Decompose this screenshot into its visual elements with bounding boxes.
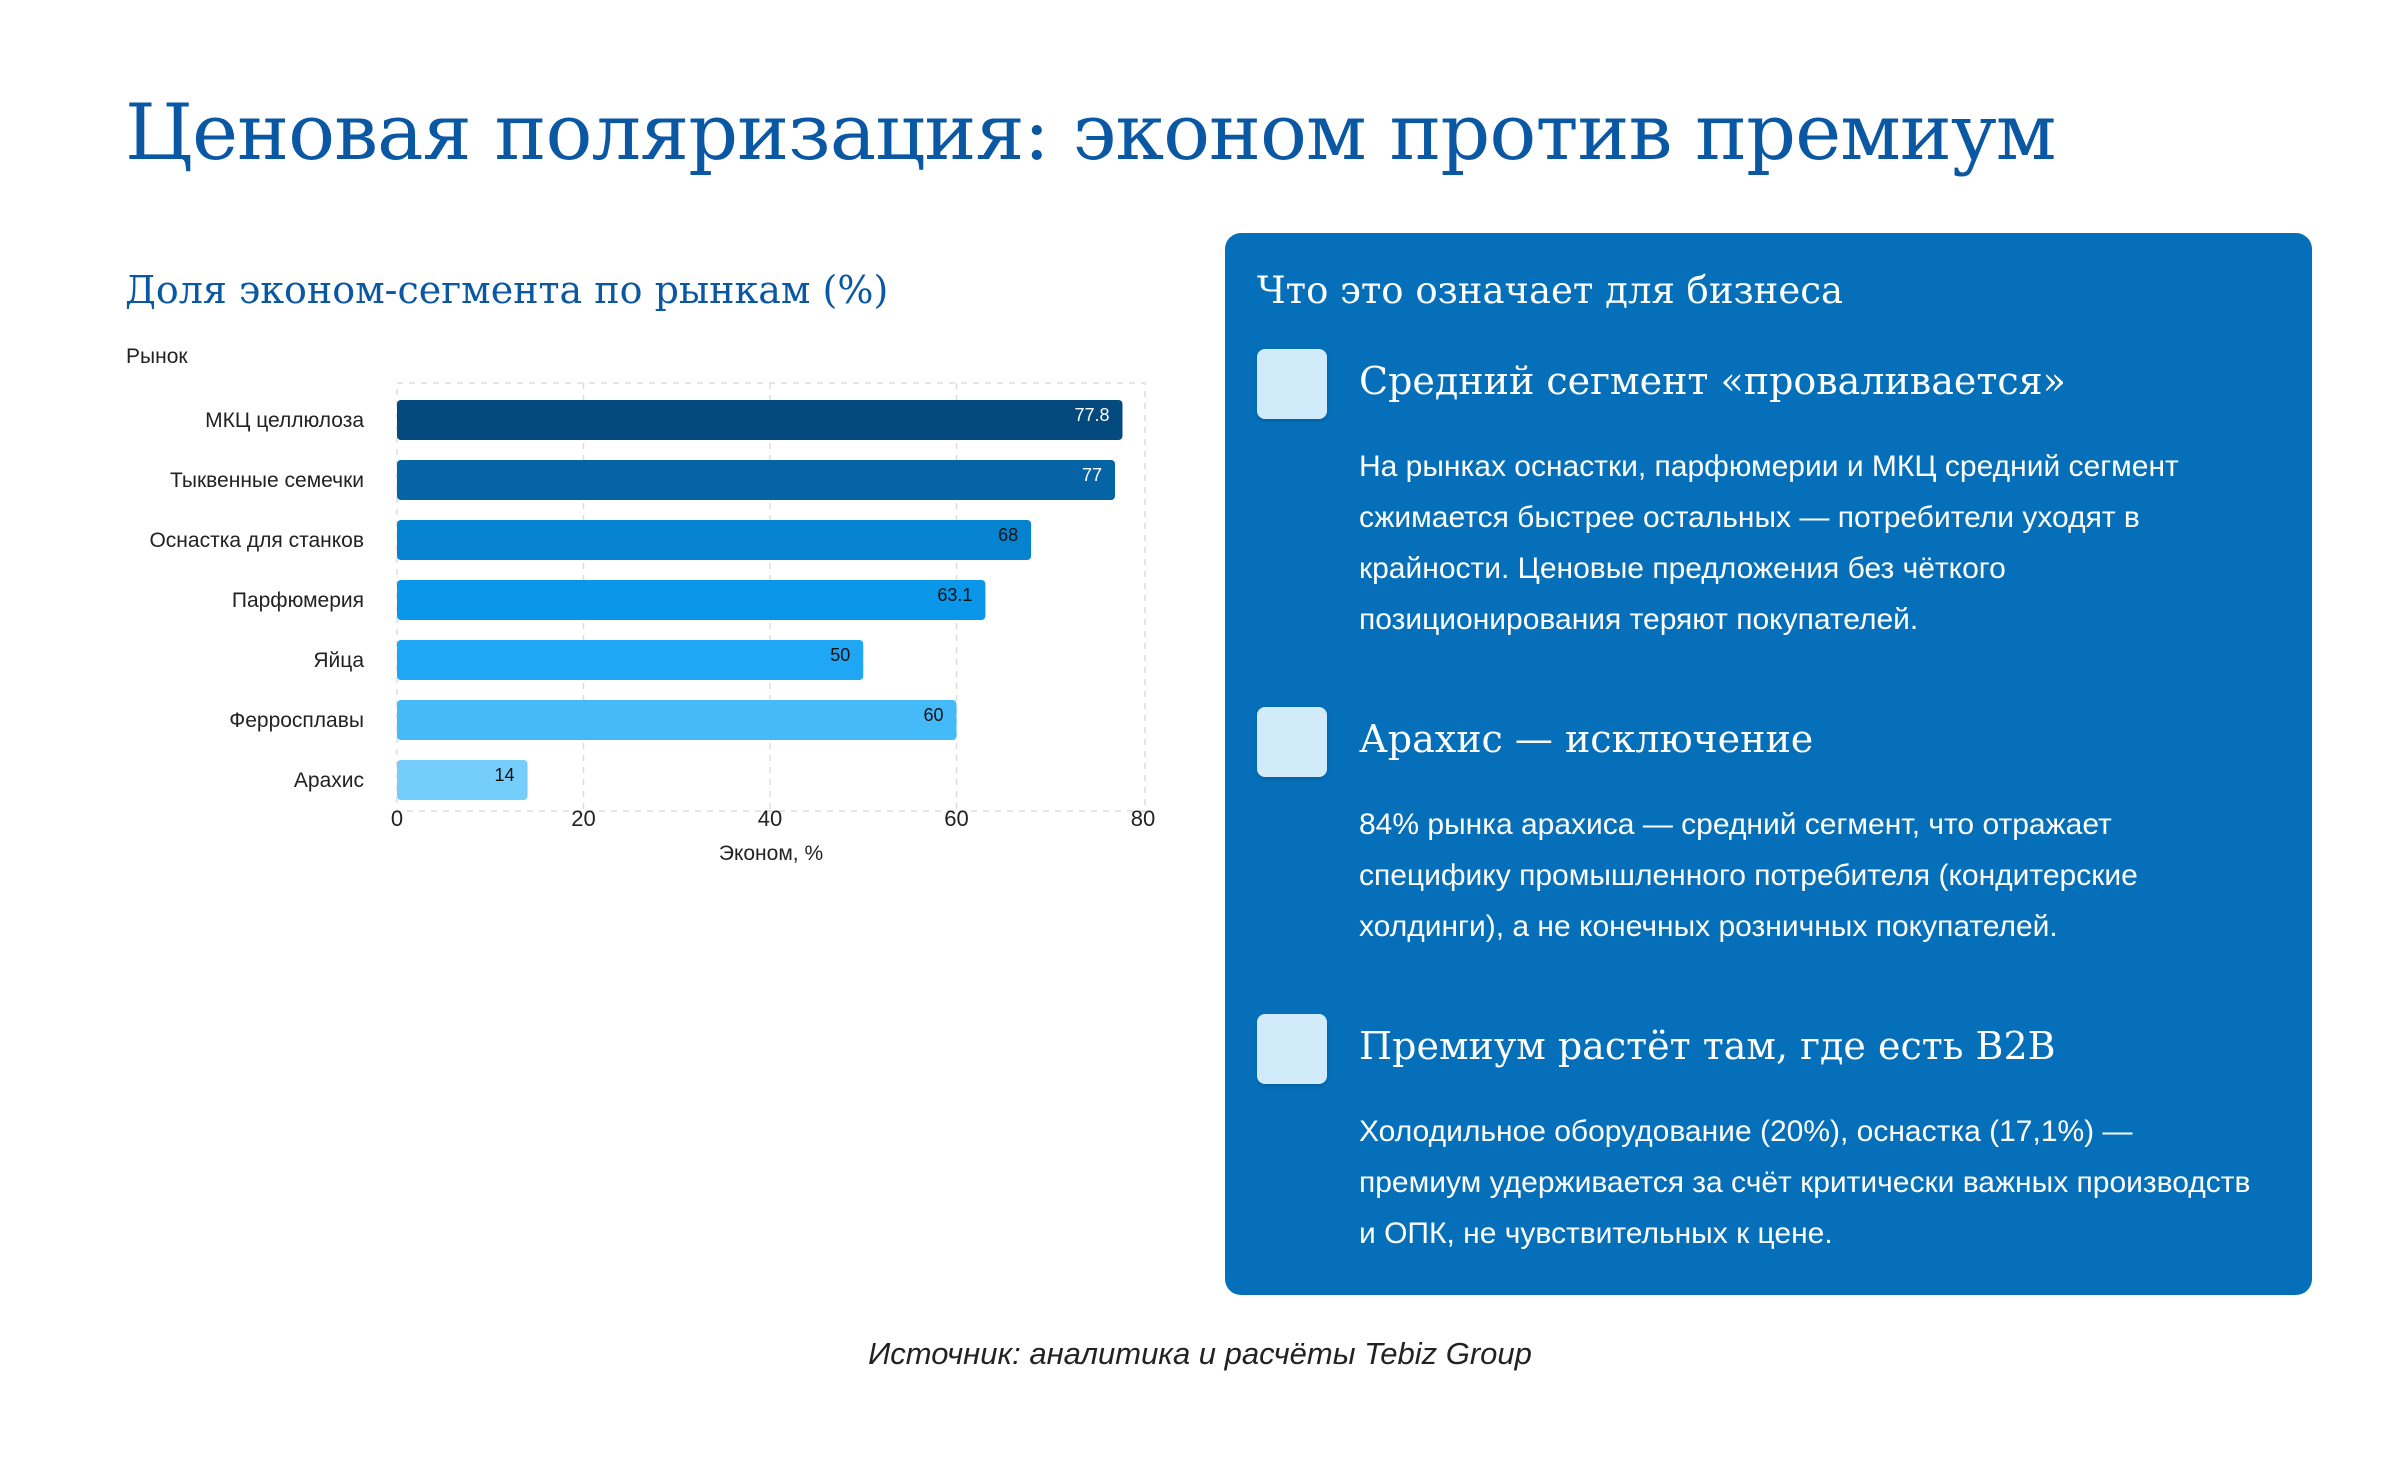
bar [397, 640, 864, 680]
bar-value-label: 63.1 [937, 585, 972, 605]
x-tick-label: 0 [391, 806, 403, 831]
panel-heading: Что это означает для бизнеса [1257, 269, 1844, 312]
chart-title: Доля эконом-сегмента по рынкам (%) [125, 268, 889, 312]
bar-value-label: 60 [923, 705, 943, 725]
bar [397, 460, 1116, 500]
category-labels: МКЦ целлюлоза Тыквенные семечки Оснастка д… [149, 409, 364, 792]
source-note: Источник: аналитика и расчёты Tebiz Grou… [868, 1336, 1532, 1371]
category-label: Ферросплавы [229, 709, 364, 732]
x-tick-label: 80 [1131, 806, 1155, 831]
category-label: Оснастка для станков [149, 529, 364, 552]
bar-value-label: 50 [830, 645, 850, 665]
category-label: Тыквенные семечки [170, 469, 364, 492]
business-implications-panel: Что это означает для бизнеса Средний сег… [1225, 233, 2312, 1295]
bars: 77.8 77 68 63.1 50 60 14 [397, 400, 1123, 800]
bar [397, 760, 528, 800]
x-tick-label: 20 [571, 806, 595, 831]
y-axis-title: Рынок [126, 345, 188, 368]
economy-share-bar-chart: 77.8 77 68 63.1 50 60 14 0 20 40 60 80 МКЦ целлюло… [126, 345, 1155, 865]
point-title: Средний сегмент «проваливается» [1359, 359, 2066, 403]
page-title: Ценовая поляризация: эконом против преми… [125, 88, 2056, 178]
bar [397, 580, 986, 620]
point-text: 84% рынка арахиса — средний сегмент, что… [1359, 808, 2138, 943]
bar [397, 700, 957, 740]
x-tick-label: 60 [944, 806, 968, 831]
x-tick-label: 40 [758, 806, 782, 831]
point-text: Холодильное оборудование (20%), оснастка… [1359, 1115, 2251, 1250]
point-title: Премиум растёт там, где есть B2B [1359, 1024, 2056, 1068]
bar-value-label: 77 [1082, 465, 1102, 485]
bar-value-label: 14 [495, 765, 515, 785]
bar [397, 520, 1032, 560]
category-label: Арахис [294, 769, 364, 792]
point-text: На рынках оснастки, парфюмерии и МКЦ сре… [1359, 450, 2179, 636]
category-label: МКЦ целлюлоза [205, 409, 364, 432]
point-marker [1257, 707, 1327, 777]
point-title: Арахис — исключение [1359, 717, 1814, 761]
category-label: Парфюмерия [232, 589, 364, 612]
bar-value-label: 77.8 [1074, 405, 1109, 425]
category-label: Яйца [313, 649, 364, 672]
bar [397, 400, 1123, 440]
bar-value-label: 68 [998, 525, 1018, 545]
point-marker [1257, 349, 1327, 419]
point-marker [1257, 1014, 1327, 1084]
x-axis-title: Эконом, % [719, 842, 823, 865]
x-ticks: 0 20 40 60 80 [391, 806, 1155, 831]
